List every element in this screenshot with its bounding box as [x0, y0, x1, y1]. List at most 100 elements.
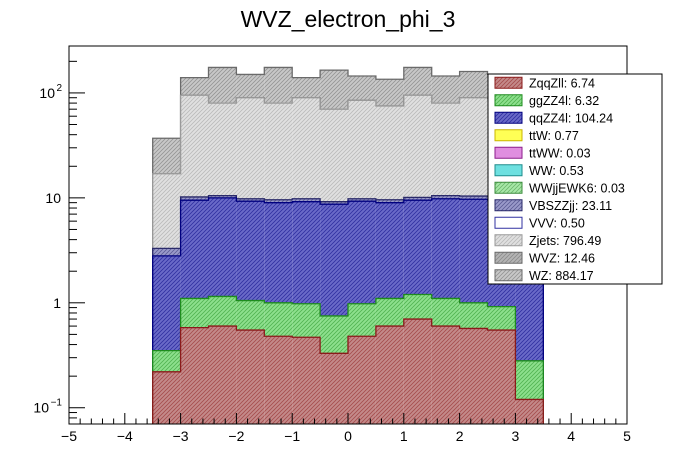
y-tick-label: 1	[53, 295, 61, 311]
bar-segment	[236, 74, 265, 98]
bar-segment	[375, 326, 404, 424]
y-tick-exponent: 2	[56, 83, 62, 94]
bar-segment	[375, 202, 404, 299]
series-outline	[152, 318, 544, 424]
bar-segment	[403, 319, 432, 424]
legend-swatch	[494, 199, 523, 212]
bar-segment	[264, 302, 293, 337]
bar-segment	[264, 103, 293, 200]
bar-segment	[264, 199, 293, 203]
bar-segment	[320, 70, 348, 110]
legend-entry: WWjjEWK6: 0.03	[529, 181, 625, 195]
bar-segment	[348, 336, 376, 424]
legend-entry: ZqqZll: 6.74	[529, 76, 595, 90]
legend: ZqqZll: 6.74 ggZZ4l: 6.32 qqZZ4l: 104.24 tt…	[487, 73, 663, 285]
bar-segment	[320, 353, 348, 424]
legend-swatch	[494, 164, 523, 177]
x-tick-label: −3	[173, 428, 189, 444]
legend-entry: WVZ: 12.46	[529, 251, 595, 265]
bar-segment	[292, 97, 321, 199]
y-tick-label: 10	[39, 85, 55, 101]
bar-segment	[180, 298, 209, 328]
legend-entry: ggZZ4l: 6.32	[529, 94, 599, 108]
bar-segment	[348, 198, 376, 202]
bar-segment	[264, 336, 293, 424]
bar-segment	[515, 399, 544, 424]
bar-segment	[375, 199, 404, 203]
bar-segment	[459, 302, 488, 329]
bar-segment	[236, 330, 265, 424]
x-tick-label: −1	[284, 428, 300, 444]
bar-segment	[208, 197, 237, 297]
bar-segment	[320, 109, 348, 202]
bar-segment	[348, 100, 376, 199]
bar-segment	[236, 201, 265, 301]
bar-segment	[375, 106, 404, 200]
bar-segment	[292, 337, 321, 424]
bar-segment	[152, 350, 181, 372]
bar-segment	[348, 303, 376, 337]
bar-segment	[487, 330, 516, 424]
legend-swatch	[494, 269, 523, 282]
legend-swatch	[494, 76, 523, 89]
bar-segment	[152, 248, 181, 256]
bar-segment	[180, 327, 209, 424]
bar-segment	[236, 97, 265, 199]
legend-entry: WZ: 884.17	[529, 269, 594, 283]
bar-segment	[292, 77, 321, 98]
bar-segment	[487, 306, 516, 331]
bar-segment	[180, 77, 209, 96]
legend-swatch	[494, 234, 523, 247]
legend-entry: VVV: 0.50	[529, 216, 585, 230]
y-tick-label: 10	[45, 190, 61, 206]
bar-segment	[208, 195, 237, 198]
bar-segment	[152, 371, 181, 424]
bar-segment	[403, 67, 432, 96]
legend-swatch	[494, 251, 523, 264]
bar-segment	[180, 196, 209, 201]
legend-swatch	[494, 181, 523, 194]
bar-segment	[348, 201, 376, 304]
legend-swatch	[494, 146, 523, 159]
bar-segment	[375, 79, 404, 107]
chart-title: WVZ_electron_phi_3	[240, 6, 456, 32]
bar-segment	[403, 95, 432, 198]
bar-segment	[431, 298, 460, 327]
x-tick-label: −4	[117, 428, 133, 444]
bar-segment	[515, 360, 544, 400]
bar-segment	[348, 75, 376, 101]
bar-segment	[403, 294, 432, 320]
bar-segment	[208, 296, 237, 327]
bar-segment	[180, 95, 209, 197]
bar-segment	[431, 326, 460, 424]
bar-segment	[320, 201, 348, 205]
bar-segment	[152, 173, 181, 249]
x-tick-label: 4	[567, 428, 575, 444]
bar-segment	[236, 300, 265, 331]
bar-segment	[264, 67, 293, 104]
bar-segment	[459, 196, 488, 200]
x-tick-label: 0	[344, 428, 352, 444]
x-tick-label: 3	[512, 428, 520, 444]
x-tick-label: −2	[228, 428, 244, 444]
bar-segment	[459, 199, 488, 303]
series-outline	[152, 66, 544, 424]
bar-segment	[208, 326, 237, 424]
legend-swatch	[494, 111, 523, 124]
bar-segment	[459, 97, 488, 197]
legend-entry: qqZZ4l: 104.24	[529, 111, 613, 125]
bar-segment	[431, 198, 460, 299]
y-tick-exponent: −1	[51, 398, 63, 409]
bar-segment	[431, 75, 460, 104]
bar-segment	[292, 198, 321, 202]
legend-swatch	[494, 129, 523, 142]
bar-segment	[180, 200, 209, 299]
series-outline	[152, 293, 544, 424]
bar-segment	[431, 195, 460, 199]
y-tick-label: 10	[33, 400, 49, 416]
bar-segment	[459, 71, 488, 98]
bar-segment	[152, 138, 181, 174]
bar-segment	[320, 204, 348, 316]
bar-segment	[431, 103, 460, 196]
